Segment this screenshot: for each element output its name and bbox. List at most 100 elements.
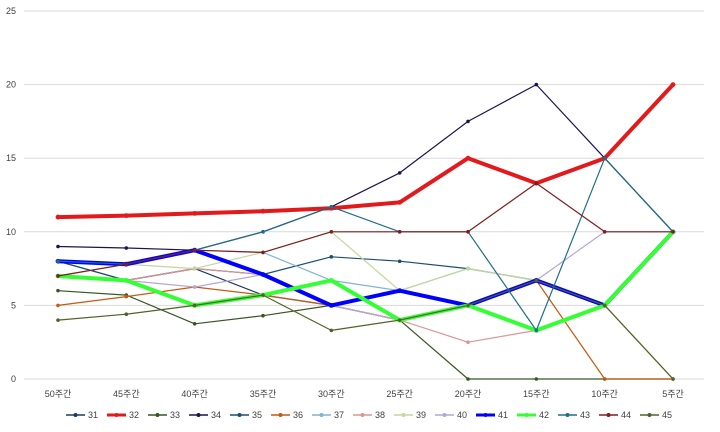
series-line-33 [57, 290, 674, 380]
gridlines [24, 10, 704, 380]
legend-item-42: 42 [517, 410, 549, 420]
series-line-32 [56, 82, 675, 220]
legend-item-43: 43 [558, 410, 590, 420]
legend-item-33: 33 [148, 410, 180, 420]
series-line-35 [57, 231, 674, 306]
legend-label: 43 [580, 410, 590, 420]
data-point-32 [670, 82, 676, 87]
legend-label: 39 [416, 410, 426, 420]
legend-marker [524, 413, 529, 417]
data-point-35 [329, 255, 334, 259]
data-point-44 [261, 250, 265, 255]
data-point-44 [397, 230, 402, 234]
legend-label: 31 [88, 410, 98, 420]
data-point-34 [56, 244, 60, 249]
legend-marker [278, 413, 283, 417]
x-tick-label: 5주간 [662, 389, 684, 399]
data-point-45 [124, 312, 129, 317]
legend-marker [196, 413, 201, 417]
data-point-34 [124, 246, 129, 250]
x-tick-label: 50주간 [45, 389, 72, 399]
x-tick-label: 40주간 [181, 389, 208, 399]
series-line-34 [57, 83, 674, 251]
series-line-45 [57, 279, 674, 380]
data-point-44 [671, 230, 675, 234]
data-point-43 [534, 328, 539, 333]
data-point-33 [534, 377, 539, 381]
legend-marker [319, 413, 324, 417]
data-point-41 [328, 303, 334, 308]
x-tick-label: 25주간 [386, 389, 413, 399]
x-tick-label: 30주간 [318, 389, 345, 399]
data-point-34 [397, 171, 402, 175]
series-line-44 [57, 182, 674, 277]
data-point-45 [466, 303, 470, 308]
data-point-45 [397, 318, 402, 322]
x-tick-label: 15주간 [523, 389, 550, 399]
data-point-45 [261, 293, 265, 297]
legend-item-45: 45 [640, 410, 672, 420]
data-point-36 [56, 303, 60, 308]
legend-label: 32 [129, 410, 139, 420]
data-point-33 [261, 313, 265, 318]
legend-marker [360, 413, 365, 417]
data-point-36 [124, 294, 129, 299]
data-point-43 [329, 204, 334, 209]
y-tick-label: 10 [6, 227, 16, 237]
data-point-34 [534, 82, 539, 87]
legend-label: 38 [375, 410, 385, 420]
x-tick-label: 20주간 [455, 389, 482, 399]
data-point-36 [602, 377, 607, 381]
y-tick-label: 25 [6, 6, 16, 16]
data-point-32 [465, 155, 471, 161]
legend-marker [606, 413, 611, 417]
legend-item-31: 31 [66, 410, 98, 420]
data-point-32 [123, 213, 129, 219]
x-tick-label: 45주간 [113, 389, 140, 399]
data-point-43 [261, 230, 265, 234]
data-point-45 [602, 303, 607, 308]
series-lines [55, 82, 676, 381]
legend-item-37: 37 [312, 410, 344, 420]
data-point-44 [466, 230, 470, 234]
y-tick-label: 15 [6, 153, 16, 163]
data-point-33 [466, 377, 470, 381]
legend-item-34: 34 [189, 410, 221, 420]
legend-item-36: 36 [271, 410, 303, 420]
data-point-34 [466, 119, 470, 124]
legend: 31 32 33 34 35 36 37 38 39 40 41 42 43 44 45 [66, 410, 672, 420]
legend-item-40: 40 [435, 410, 467, 420]
legend-marker [114, 413, 119, 417]
data-point-42 [328, 277, 334, 283]
legend-label: 44 [621, 410, 631, 420]
x-tick-label: 10주간 [591, 389, 618, 399]
legend-item-35: 35 [230, 410, 262, 420]
legend-label: 40 [457, 410, 467, 420]
legend-label: 36 [293, 410, 303, 420]
legend-label: 33 [170, 410, 180, 420]
legend-marker [401, 413, 406, 417]
legend-item-41: 41 [476, 410, 508, 420]
data-point-38 [466, 340, 470, 345]
legend-label: 35 [252, 410, 262, 420]
data-point-44 [192, 248, 197, 252]
data-point-44 [534, 181, 539, 186]
data-point-45 [534, 278, 539, 283]
data-point-40 [192, 285, 197, 289]
y-tick-label: 20 [6, 80, 16, 90]
data-point-32 [192, 211, 198, 216]
data-point-44 [602, 230, 607, 234]
legend-label: 37 [334, 410, 344, 420]
x-tick-label: 35주간 [250, 389, 277, 399]
legend-marker [442, 413, 447, 417]
data-point-43 [56, 259, 60, 264]
data-point-44 [56, 274, 60, 278]
legend-item-32: 32 [107, 410, 139, 420]
data-point-42 [123, 277, 129, 283]
legend-marker [483, 413, 488, 417]
data-point-41 [397, 288, 403, 294]
data-point-32 [55, 214, 61, 220]
data-point-39 [466, 266, 470, 271]
legend-marker [237, 413, 242, 417]
